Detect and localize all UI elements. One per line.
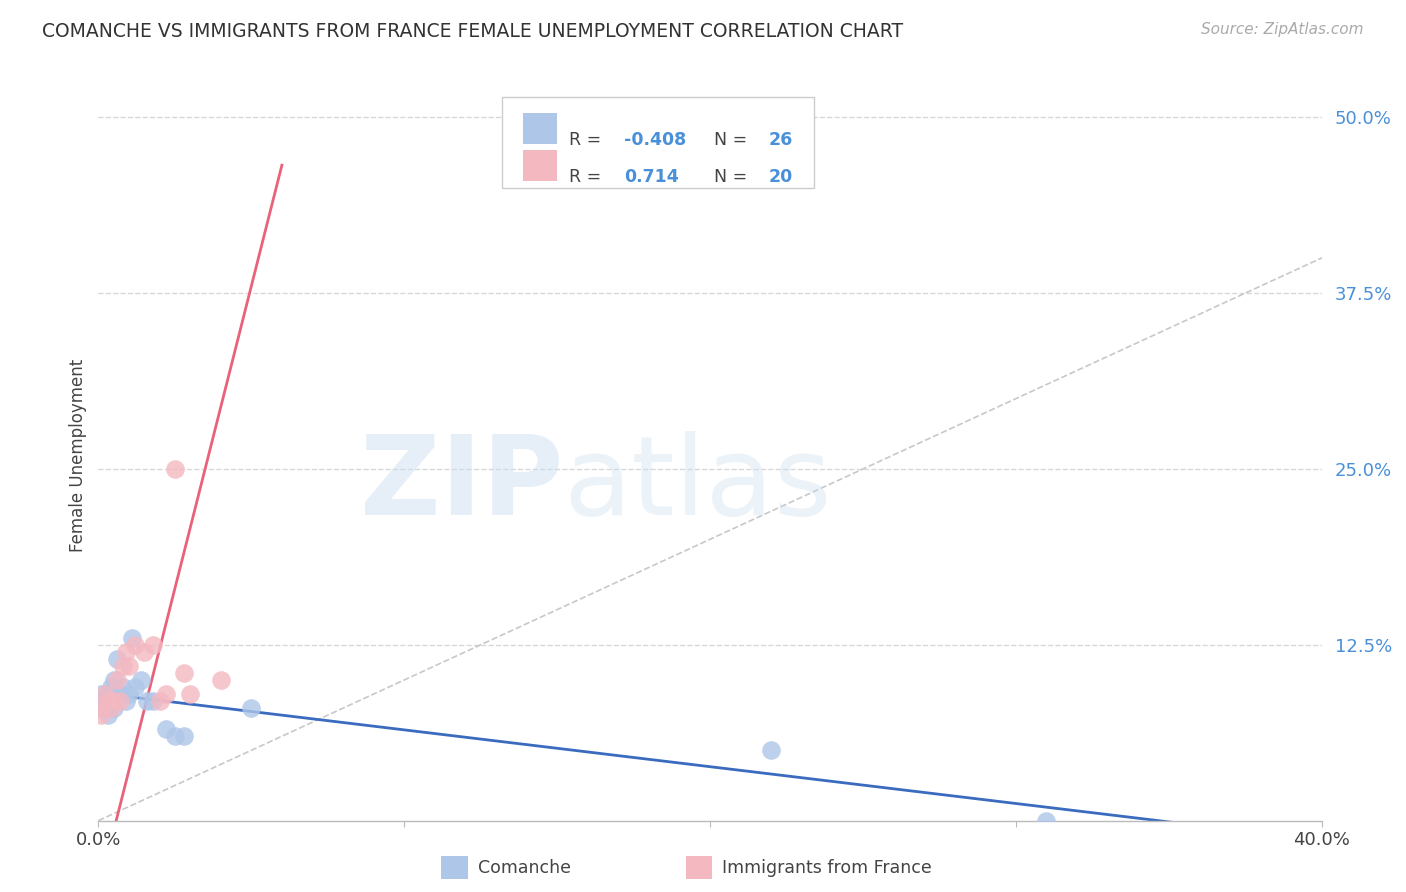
- Point: [163, 729, 186, 743]
- Text: R =: R =: [569, 131, 602, 149]
- Text: -0.408: -0.408: [624, 131, 686, 149]
- Text: Comanche: Comanche: [478, 859, 571, 877]
- Point: [124, 680, 146, 694]
- Point: [87, 694, 110, 708]
- Text: N =: N =: [714, 168, 747, 186]
- Point: [1035, 814, 1057, 828]
- Point: [163, 462, 186, 476]
- Point: [240, 701, 263, 715]
- Point: [134, 645, 156, 659]
- Point: [129, 673, 152, 687]
- Point: [136, 694, 159, 708]
- FancyBboxPatch shape: [686, 855, 713, 880]
- Point: [111, 680, 134, 694]
- Point: [103, 673, 125, 687]
- Point: [100, 701, 122, 715]
- Text: Immigrants from France: Immigrants from France: [723, 859, 932, 877]
- Point: [155, 723, 177, 737]
- Point: [142, 638, 165, 652]
- Point: [173, 665, 195, 680]
- Point: [100, 694, 122, 708]
- Point: [108, 687, 131, 701]
- Point: [124, 638, 146, 652]
- Point: [111, 659, 134, 673]
- Point: [118, 659, 141, 673]
- Text: COMANCHE VS IMMIGRANTS FROM FRANCE FEMALE UNEMPLOYMENT CORRELATION CHART: COMANCHE VS IMMIGRANTS FROM FRANCE FEMAL…: [42, 22, 903, 41]
- Point: [209, 673, 232, 687]
- Point: [90, 708, 112, 723]
- Point: [173, 729, 195, 743]
- Text: 20: 20: [769, 168, 793, 186]
- Text: atlas: atlas: [564, 431, 832, 538]
- Text: Source: ZipAtlas.com: Source: ZipAtlas.com: [1201, 22, 1364, 37]
- Point: [142, 694, 165, 708]
- Text: ZIP: ZIP: [360, 431, 564, 538]
- Point: [105, 652, 128, 666]
- Point: [97, 708, 120, 723]
- Point: [93, 687, 115, 701]
- Point: [115, 694, 138, 708]
- Point: [108, 694, 131, 708]
- Text: R =: R =: [569, 168, 602, 186]
- Point: [115, 645, 138, 659]
- Point: [121, 631, 143, 645]
- Text: 26: 26: [769, 131, 793, 149]
- Point: [105, 673, 128, 687]
- Point: [97, 694, 120, 708]
- Point: [93, 694, 115, 708]
- FancyBboxPatch shape: [502, 96, 814, 188]
- Point: [149, 694, 172, 708]
- Text: N =: N =: [714, 131, 747, 149]
- Y-axis label: Female Unemployment: Female Unemployment: [69, 359, 87, 551]
- Point: [155, 687, 177, 701]
- Point: [87, 701, 110, 715]
- FancyBboxPatch shape: [523, 150, 557, 180]
- Point: [103, 694, 125, 708]
- FancyBboxPatch shape: [441, 855, 468, 880]
- FancyBboxPatch shape: [523, 113, 557, 145]
- Point: [90, 687, 112, 701]
- Point: [179, 687, 201, 701]
- Text: 0.714: 0.714: [624, 168, 679, 186]
- Point: [93, 701, 115, 715]
- Point: [103, 701, 125, 715]
- Point: [118, 687, 141, 701]
- Point: [759, 743, 782, 757]
- Point: [97, 687, 120, 701]
- Point: [100, 680, 122, 694]
